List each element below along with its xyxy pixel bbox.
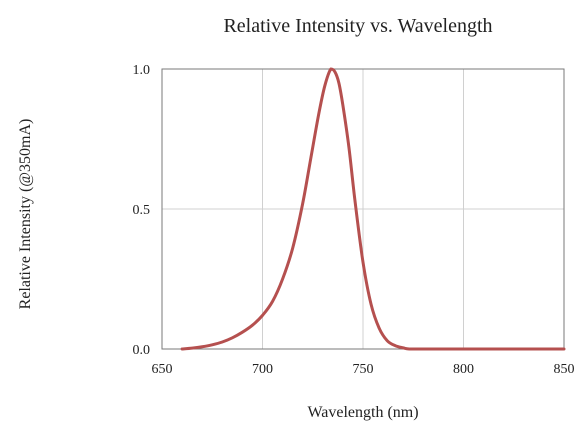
chart-title: Relative Intensity vs. Wavelength — [223, 15, 492, 37]
y-axis-ticks: 0.0 0.5 1.0 — [133, 63, 151, 358]
y-tick-label: 1.0 — [133, 63, 151, 78]
y-tick-label: 0.5 — [133, 203, 151, 218]
intensity-curve — [180, 67, 566, 351]
x-tick-label: 750 — [353, 362, 374, 377]
x-axis-label: Wavelength (nm) — [307, 404, 418, 421]
x-tick-label: 850 — [554, 362, 575, 377]
y-tick-label: 0.0 — [133, 343, 151, 358]
series-layer — [180, 67, 566, 351]
x-tick-label: 650 — [152, 362, 173, 377]
x-tick-label: 700 — [252, 362, 273, 377]
grid-lines — [162, 69, 564, 349]
y-axis-label: Relative Intensity (@350mA) — [17, 119, 34, 310]
plot-area — [161, 68, 565, 350]
x-tick-label: 800 — [453, 362, 474, 377]
x-axis-ticks: 650 700 750 800 850 — [152, 362, 575, 377]
